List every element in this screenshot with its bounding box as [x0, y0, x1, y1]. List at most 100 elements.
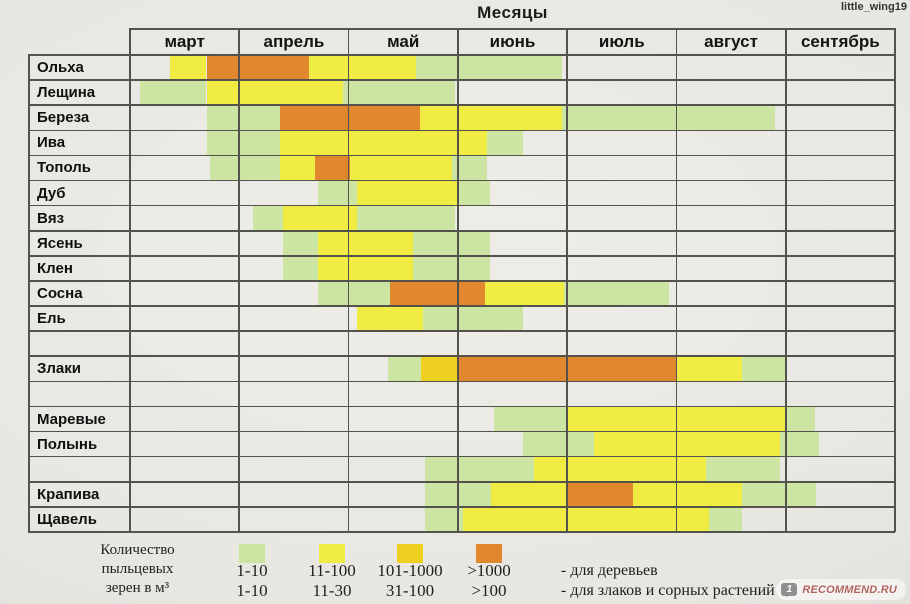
Тополь-segment-0	[209, 155, 280, 181]
month-header-март: март	[164, 31, 205, 51]
Ольха-segment-3	[416, 55, 562, 81]
pollen-table: март апрель май июнь июль август сентябрь Ольха…	[28, 28, 896, 533]
chart-title: Месяцы	[477, 3, 548, 22]
legend-grasses-label: - для злаков и сорных растений	[561, 582, 775, 599]
row-gridline	[28, 179, 895, 182]
month-gridline	[238, 28, 241, 532]
row-label-Вяз: Вяз	[37, 209, 65, 227]
legend-swatch-level1	[239, 544, 265, 563]
month-gridline	[347, 28, 350, 532]
Дуб-segment-0	[317, 180, 358, 206]
legend-swatch-level2	[319, 544, 345, 563]
row-gridline	[28, 305, 895, 307]
speech-bubble-icon: 1	[781, 583, 798, 597]
Полынь-segment-0	[523, 431, 595, 457]
Лещина-segment-1	[206, 80, 344, 106]
row-gridline	[28, 330, 895, 332]
legend-trees-label: - для деревьев	[561, 562, 658, 579]
month-gridline	[566, 28, 568, 532]
Дуб-segment-1	[357, 180, 458, 206]
month-header-сентябрь: сентябрь	[800, 31, 880, 51]
Береза-segment-0	[206, 105, 280, 131]
Вяз-segment-2	[357, 205, 455, 231]
row-label-Дуб: Дуб	[37, 184, 66, 202]
Ель-segment-0	[357, 306, 423, 332]
Крапива-segment-1	[490, 481, 568, 507]
row-gridline	[28, 430, 895, 433]
Ель-segment-1	[422, 306, 524, 332]
Ясень-segment-0	[283, 230, 318, 256]
Ясень-segment-2	[413, 230, 490, 256]
legend-grasses-value-2: 31-100	[385, 581, 435, 600]
legend-trees-value-3: >1000	[467, 561, 511, 580]
row-label-Береза: Береза	[37, 109, 90, 127]
Щавель-segment-1	[463, 506, 710, 532]
row-label-Ива: Ива	[37, 134, 66, 152]
row-spacer	[28, 381, 130, 406]
Сосна-segment-3	[563, 280, 669, 307]
Клен-segment-2	[413, 255, 490, 281]
Злаки-segment-0	[387, 356, 421, 382]
Ива-segment-0	[206, 130, 280, 156]
irecommend-badge: 1 RECOMMEND.RU	[776, 579, 906, 600]
row-gridline	[28, 480, 895, 483]
Маревые-segment-2	[785, 406, 816, 432]
month-gridline	[784, 28, 787, 532]
Ольха-segment-1	[206, 55, 310, 81]
Злаки-segment-4	[742, 356, 786, 382]
row-label-Ель: Ель	[37, 310, 66, 328]
legend-caption-line3: зерен в м³	[105, 580, 170, 596]
row-gridline	[28, 154, 895, 157]
Сосна-segment-0	[317, 280, 391, 307]
irecommend-badge-text: RECOMMEND.RU	[802, 583, 897, 596]
Ольха-segment-2	[309, 55, 417, 81]
spacer-segment-1	[534, 456, 706, 482]
Лещина-segment-2	[343, 80, 455, 106]
row-label-Ясень: Ясень	[37, 234, 83, 252]
row-gridline	[28, 204, 895, 207]
Дуб-segment-2	[457, 180, 490, 206]
Лещина-segment-0	[139, 80, 207, 106]
Маревые-segment-0	[493, 406, 568, 432]
Ясень-segment-1	[317, 230, 414, 256]
Злаки-segment-3	[676, 356, 742, 382]
Береза-segment-3	[561, 105, 775, 131]
Вяз-segment-0	[253, 205, 283, 231]
Щавель-segment-2	[709, 506, 742, 532]
Ольха-segment-0	[170, 55, 207, 81]
legend-caption-line1: Количество	[100, 542, 175, 558]
Сосна-segment-2	[485, 280, 564, 307]
Вяз-segment-1	[283, 205, 358, 231]
Тополь-segment-3	[349, 155, 453, 181]
Полынь-segment-2	[780, 431, 819, 457]
row-gridline	[28, 79, 895, 81]
month-header-апрель: апрель	[263, 31, 325, 51]
legend-swatch-level4	[476, 544, 502, 563]
row-gridline	[28, 129, 895, 132]
legend-trees-value-2: 101-1000	[377, 561, 443, 580]
row-gridline	[28, 455, 895, 458]
month-header-май: май	[387, 31, 420, 51]
legend-swatch-level3	[397, 544, 423, 563]
row-label-Ольха: Ольха	[37, 59, 84, 77]
Крапива-segment-3	[632, 481, 742, 507]
row-gridline	[28, 506, 895, 508]
Тополь-segment-1	[279, 155, 315, 181]
row-spacer	[28, 457, 130, 482]
legend-caption-line2: пыльцевых	[101, 561, 174, 577]
Ива-segment-2	[487, 130, 524, 156]
row-gridline	[28, 280, 895, 282]
month-gridline	[457, 28, 459, 532]
row-label-Сосна: Сосна	[37, 284, 83, 302]
Злаки-segment-1	[420, 356, 458, 382]
month-gridline	[675, 28, 678, 532]
month-gridline	[129, 28, 131, 532]
month-header-август: август	[704, 31, 758, 51]
row-gridline	[28, 229, 895, 232]
row-spacer	[28, 331, 130, 356]
row-label-Крапива: Крапива	[37, 485, 100, 503]
month-header-июнь: июнь	[489, 31, 536, 51]
Щавель-segment-0	[425, 506, 464, 532]
Крапива-segment-4	[742, 481, 817, 507]
